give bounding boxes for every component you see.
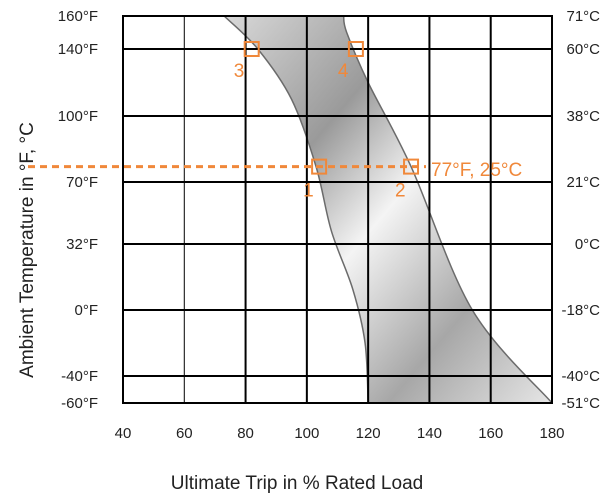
x-tick-label: 160 [478,425,503,442]
y2-tick-labels: -51°C -40°C -18°C 0°C 21°C 38°C 60°C 71°C [561,8,600,412]
y2-tick-label: 60°C [566,41,600,58]
x-tick-label: 100 [294,425,319,442]
x-tick-label: 140 [417,425,442,442]
markers-layer: 1 2 3 4 [234,41,420,202]
plot-frame [122,15,553,404]
reference-line-label: 77°F, 25°C [431,160,522,181]
marker-square-1 [311,158,328,175]
x-tick-label: 40 [115,425,132,442]
y-tick-label: 0°F [74,302,98,319]
y2-tick-label: -18°C [561,302,600,319]
y-tick-label: 160°F [58,8,98,25]
x-tick-label: 180 [539,425,564,442]
x-tick-label: 60 [176,425,193,442]
marker-label-1: 1 [303,181,314,202]
y2-tick-label: -40°C [561,368,600,385]
x-tick-label: 120 [356,425,381,442]
y-axis-label: Ambient Temperature in °F, °C [17,122,38,378]
x-tick-label: 80 [237,425,254,442]
y2-tick-label: 71°C [566,8,600,25]
y2-tick-label: 0°C [575,236,600,253]
y2-tick-label: 21°C [566,174,600,191]
marker-label-3: 3 [234,61,245,82]
y-tick-label: -40°F [61,368,98,385]
marker-label-2: 2 [395,181,406,202]
x-axis-label: Ultimate Trip in % Rated Load [171,473,423,494]
y-tick-label: 140°F [58,41,98,58]
y-tick-label: 70°F [66,174,98,191]
y2-tick-label: -51°C [561,395,600,412]
y-tick-label: -60°F [61,395,98,412]
marker-label-4: 4 [338,61,349,82]
marker-square-2 [403,158,420,175]
y-tick-label: 100°F [58,108,98,125]
trip-band-layer [223,16,552,403]
y-tick-label: 32°F [66,236,98,253]
band-left-edge [223,16,369,403]
y2-tick-label: 38°C [566,108,600,125]
grid-layer [122,15,553,404]
trip-band-area [224,16,552,403]
x-tick-labels: 40 60 80 100 120 140 160 180 [115,425,565,442]
marker-square-4 [347,41,364,57]
marker-square-3 [243,41,260,57]
y-tick-labels: -60°F -40°F 0°F 32°F 70°F 100°F 140°F 160°F [58,8,98,412]
